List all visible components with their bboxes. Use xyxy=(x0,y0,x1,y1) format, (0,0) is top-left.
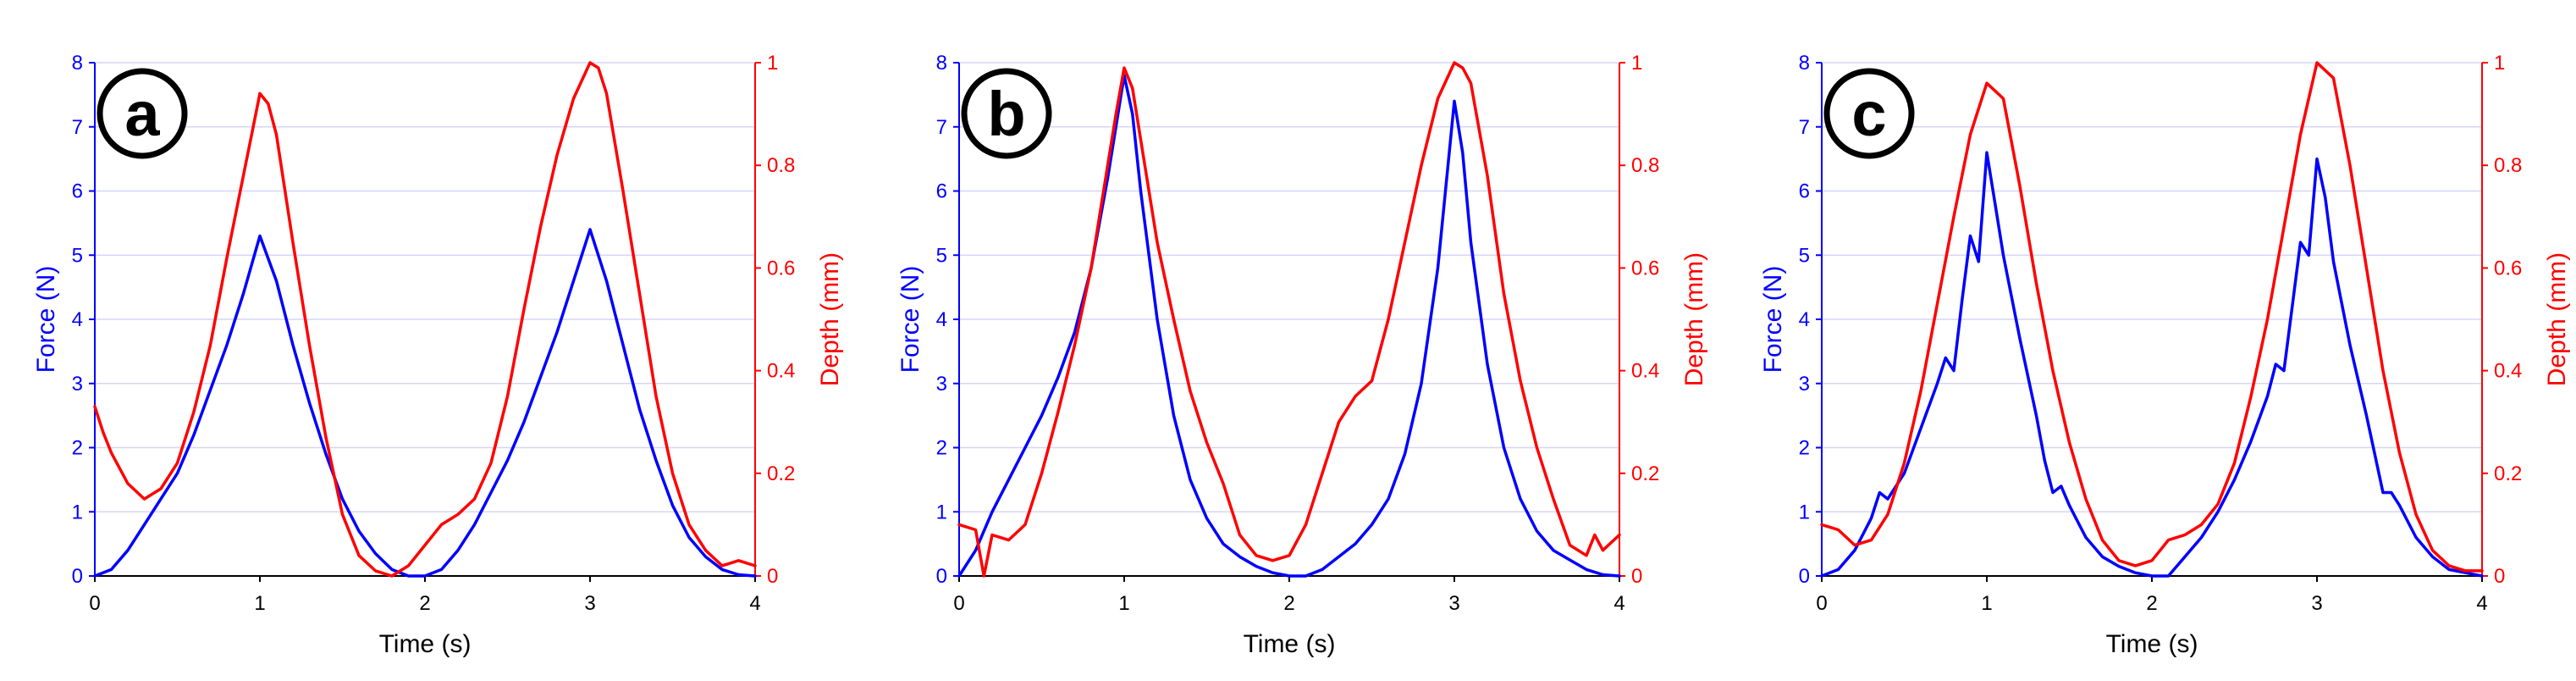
right-tick-label: 0.2 xyxy=(767,462,795,485)
x-tick-label: 1 xyxy=(1118,592,1129,615)
panel-badge xyxy=(97,68,188,159)
right-tick-label: 1 xyxy=(1631,52,1642,75)
left-tick-label: 2 xyxy=(936,437,947,460)
x-tick-label: 2 xyxy=(2146,592,2157,615)
left-tick-label: 7 xyxy=(72,116,83,139)
x-tick-label: 3 xyxy=(584,592,595,615)
left-tick-label: 6 xyxy=(72,180,83,203)
right-tick-label: 0.4 xyxy=(1631,360,1659,383)
depth-series-line xyxy=(93,61,757,578)
force-series-line xyxy=(1820,151,2484,578)
left-tick-label: 5 xyxy=(936,244,947,267)
force-series-line xyxy=(957,74,1621,578)
x-tick-label: 1 xyxy=(254,592,265,615)
left-tick-label: 4 xyxy=(1799,308,1810,331)
left-tick-label: 1 xyxy=(936,501,947,523)
depth-series-line xyxy=(1820,61,2484,573)
left-tick-label: 5 xyxy=(72,244,83,267)
depth-series-line xyxy=(957,61,1621,578)
x-tick-label: 1 xyxy=(1981,592,1992,615)
x-tick-label: 0 xyxy=(1816,592,1827,615)
left-tick-label: 4 xyxy=(936,308,947,331)
right-y-axis-title: Depth (mm) xyxy=(1680,252,1708,386)
x-axis-title: Time (s) xyxy=(379,630,472,658)
right-y-axis-title: Depth (mm) xyxy=(2543,252,2571,386)
x-axis-title: Time (s) xyxy=(1244,630,1336,658)
left-tick-label: 8 xyxy=(1799,52,1810,75)
left-tick-label: 2 xyxy=(1799,437,1810,460)
x-tick-label: 4 xyxy=(749,592,760,615)
panel-c: 0 1 2 3 4 5 6 7 8 0 0.2 0.4 0.6 0.8 1 0 1 2 3 4 Time (s) Forc… xyxy=(1759,52,2571,658)
right-tick-label: 0.2 xyxy=(1631,462,1659,485)
left-tick-label: 3 xyxy=(1799,373,1810,396)
left-tick-label: 0 xyxy=(936,565,947,588)
right-tick-label: 0.2 xyxy=(2494,462,2522,485)
panel-letter: b xyxy=(987,79,1025,149)
x-axis-title: Time (s) xyxy=(2106,630,2198,658)
left-y-axis-title: Force (N) xyxy=(1759,266,1787,374)
panel-letter: a xyxy=(124,79,160,149)
left-y-axis-title: Force (N) xyxy=(896,266,924,374)
right-tick-label: 0.8 xyxy=(1631,154,1659,177)
left-tick-label: 1 xyxy=(72,501,83,523)
left-tick-label: 6 xyxy=(936,180,947,203)
right-tick-label: 0.4 xyxy=(2494,360,2522,383)
right-tick-label: 0.4 xyxy=(767,360,795,383)
left-tick-label: 0 xyxy=(1799,565,1810,588)
left-tick-label: 7 xyxy=(1799,116,1810,139)
right-tick-label: 0.8 xyxy=(767,154,795,177)
left-tick-label: 1 xyxy=(1799,501,1810,523)
x-tick-label: 2 xyxy=(419,592,430,615)
panel-b: 0 1 2 3 4 5 6 7 8 0 0.2 0.4 0.6 0.8 1 0 1 2 3 4 Time (s) Forc… xyxy=(896,52,1708,658)
right-tick-label: 0 xyxy=(2494,565,2505,588)
right-tick-label: 1 xyxy=(767,52,778,75)
x-tick-label: 0 xyxy=(89,592,100,615)
left-tick-label: 3 xyxy=(936,373,947,396)
panel-badge xyxy=(1823,68,1915,159)
left-tick-label: 8 xyxy=(72,52,83,75)
right-tick-label: 1 xyxy=(2494,52,2505,75)
left-tick-label: 4 xyxy=(72,308,83,331)
x-tick-label: 2 xyxy=(1283,592,1294,615)
right-tick-label: 0 xyxy=(767,565,778,588)
left-tick-label: 0 xyxy=(72,565,83,588)
right-tick-label: 0 xyxy=(1631,565,1642,588)
right-y-axis-title: Depth (mm) xyxy=(816,252,844,386)
x-tick-label: 0 xyxy=(953,592,964,615)
x-tick-label: 3 xyxy=(1448,592,1459,615)
right-tick-label: 0.6 xyxy=(2494,257,2522,280)
x-tick-label: 3 xyxy=(2311,592,2322,615)
right-tick-label: 0.6 xyxy=(767,257,795,280)
force-series-line xyxy=(93,228,757,578)
left-tick-label: 7 xyxy=(936,116,947,139)
left-tick-label: 8 xyxy=(936,52,947,75)
panel-a: 0 1 2 3 4 5 6 7 8 0 0.2 0.4 0.6 0.8 1 0 1 2 3 4 Time (s) Forc… xyxy=(32,52,844,658)
left-tick-label: 6 xyxy=(1799,180,1810,203)
panel-letter: c xyxy=(1851,79,1886,149)
left-tick-label: 5 xyxy=(1799,244,1810,267)
x-tick-label: 4 xyxy=(2476,592,2487,615)
right-tick-label: 0.8 xyxy=(2494,154,2522,177)
left-tick-label: 2 xyxy=(72,437,83,460)
right-tick-label: 0.6 xyxy=(1631,257,1659,280)
x-tick-label: 4 xyxy=(1613,592,1624,615)
left-y-axis-title: Force (N) xyxy=(32,266,60,374)
panel-badge xyxy=(961,68,1052,159)
left-tick-label: 3 xyxy=(72,373,83,396)
